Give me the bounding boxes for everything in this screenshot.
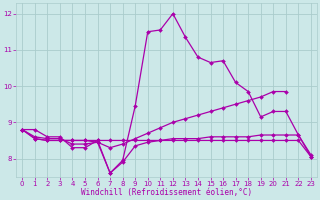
X-axis label: Windchill (Refroidissement éolien,°C): Windchill (Refroidissement éolien,°C): [81, 188, 252, 197]
